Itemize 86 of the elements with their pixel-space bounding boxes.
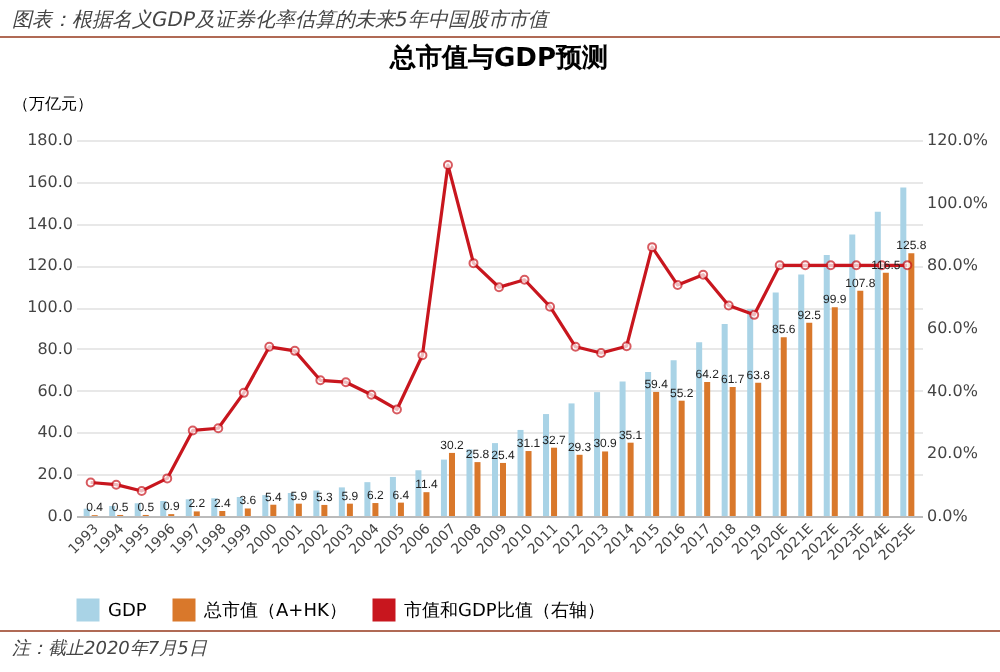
- point: [468, 258, 479, 269]
- bar: [729, 387, 736, 516]
- bar: [576, 454, 583, 516]
- point: [136, 485, 147, 496]
- point: [800, 260, 811, 271]
- bar: [755, 382, 762, 516]
- bar: [908, 253, 915, 516]
- text: 注：截止2020年7月5日: [0, 630, 1000, 666]
- y-tick-label: 40.0: [37, 423, 73, 442]
- point: [698, 269, 709, 280]
- point: [596, 348, 607, 359]
- bar: [244, 508, 251, 516]
- point: [723, 300, 734, 311]
- bar: [525, 451, 532, 516]
- bar: [219, 510, 226, 516]
- bar: [321, 504, 328, 516]
- bar: [831, 307, 838, 516]
- point: [264, 341, 275, 352]
- point: [570, 341, 581, 352]
- bar: [346, 503, 353, 516]
- bar: [397, 502, 404, 516]
- point: [213, 423, 224, 434]
- bar: [704, 381, 711, 516]
- point: [851, 260, 862, 271]
- point: [315, 375, 326, 386]
- y2-tick-label: 0.0%: [927, 507, 969, 525]
- bar: [270, 504, 277, 516]
- y2-tick-label: 20.0%: [927, 444, 979, 463]
- bar: [440, 459, 447, 516]
- bar: [423, 492, 430, 516]
- bar: [295, 503, 302, 516]
- bar: [882, 272, 889, 516]
- y-tick-label: 80.0: [37, 339, 73, 358]
- point: [621, 341, 632, 352]
- bar: [448, 452, 455, 516]
- legend-label: 市值和GDP比值（右轴）: [404, 600, 605, 622]
- point: [494, 282, 504, 293]
- point: [162, 473, 173, 484]
- y2-tick-label: 40.0%: [927, 381, 979, 400]
- legend-label: GDP: [108, 602, 148, 622]
- y-tick-label: 100.0: [27, 298, 73, 317]
- bar: [551, 447, 558, 516]
- y-tick-label: 120.0: [27, 256, 73, 275]
- point: [545, 301, 556, 312]
- point: [187, 425, 198, 436]
- y-tick-label: 60.0: [37, 381, 73, 400]
- bar: [806, 322, 813, 516]
- bar: [678, 400, 685, 516]
- y2-tick-label: 80.0%: [927, 256, 979, 275]
- y-tick-label: 0.0: [47, 507, 73, 525]
- point: [647, 242, 658, 253]
- point: [417, 350, 428, 361]
- point: [85, 477, 96, 488]
- y-tick-label: 180.0: [27, 131, 73, 149]
- bar: [627, 442, 634, 516]
- point: [442, 160, 453, 171]
- point: [340, 377, 351, 388]
- bar: [602, 451, 609, 516]
- point: [289, 345, 300, 356]
- y2-tick-label: 120.0%: [927, 131, 989, 149]
- y2-tick-label: 100.0%: [927, 193, 989, 212]
- bar: [857, 290, 864, 516]
- bar: [500, 462, 507, 516]
- y2-tick-label: 60.0%: [927, 319, 979, 337]
- chart-subtitle: 总市值与GDP预测: [388, 42, 608, 74]
- point: [111, 479, 122, 490]
- legend-label: 总市值（A+HK）: [202, 600, 347, 622]
- point: [774, 260, 785, 271]
- point: [366, 389, 377, 400]
- bar: [372, 503, 379, 516]
- bar: [653, 391, 660, 516]
- y-axis-title: （万亿元）: [13, 95, 93, 113]
- point: [672, 280, 683, 291]
- point: [749, 309, 760, 320]
- point: [519, 274, 530, 285]
- point: [902, 260, 913, 271]
- y-tick-label: 20.0: [37, 465, 73, 484]
- point: [238, 387, 249, 398]
- bar: [474, 462, 481, 516]
- bar: [389, 476, 396, 516]
- bar: [780, 337, 787, 516]
- chart-title: 图表：根据名义GDP及证券化率估算的未来5年中国股市市值: [0, 0, 1000, 38]
- point: [825, 260, 836, 271]
- y-tick-label: 160.0: [27, 172, 73, 191]
- y-tick-label: 140.0: [27, 214, 73, 233]
- point: [391, 404, 402, 415]
